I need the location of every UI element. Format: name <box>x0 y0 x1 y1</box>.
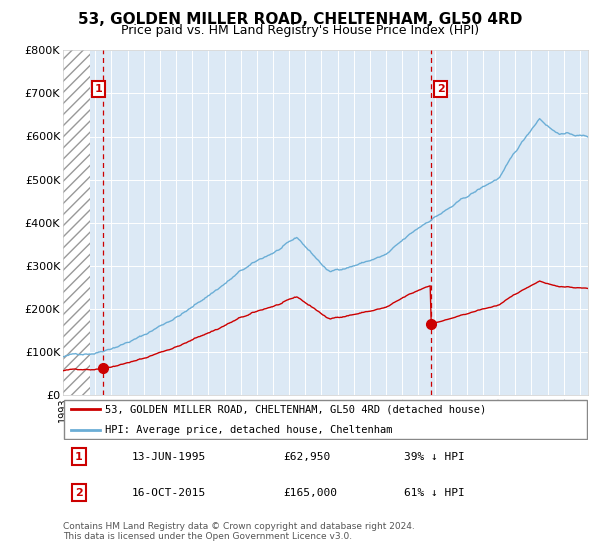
Text: 53, GOLDEN MILLER ROAD, CHELTENHAM, GL50 4RD (detached house): 53, GOLDEN MILLER ROAD, CHELTENHAM, GL50… <box>105 404 486 414</box>
Text: 16-OCT-2015: 16-OCT-2015 <box>131 488 205 498</box>
Text: 2: 2 <box>437 84 445 94</box>
Text: 39% ↓ HPI: 39% ↓ HPI <box>404 451 465 461</box>
Text: 1: 1 <box>75 451 83 461</box>
Text: 53, GOLDEN MILLER ROAD, CHELTENHAM, GL50 4RD: 53, GOLDEN MILLER ROAD, CHELTENHAM, GL50… <box>78 12 522 27</box>
Text: 13-JUN-1995: 13-JUN-1995 <box>131 451 205 461</box>
Text: 61% ↓ HPI: 61% ↓ HPI <box>404 488 465 498</box>
Text: 2: 2 <box>75 488 83 498</box>
Bar <box>63 50 91 395</box>
Text: Price paid vs. HM Land Registry's House Price Index (HPI): Price paid vs. HM Land Registry's House … <box>121 24 479 36</box>
FancyBboxPatch shape <box>64 400 587 439</box>
Text: Contains HM Land Registry data © Crown copyright and database right 2024.
This d: Contains HM Land Registry data © Crown c… <box>63 522 415 542</box>
Text: HPI: Average price, detached house, Cheltenham: HPI: Average price, detached house, Chel… <box>105 424 392 435</box>
Text: 1: 1 <box>95 84 103 94</box>
Text: £62,950: £62,950 <box>284 451 331 461</box>
Text: £165,000: £165,000 <box>284 488 337 498</box>
